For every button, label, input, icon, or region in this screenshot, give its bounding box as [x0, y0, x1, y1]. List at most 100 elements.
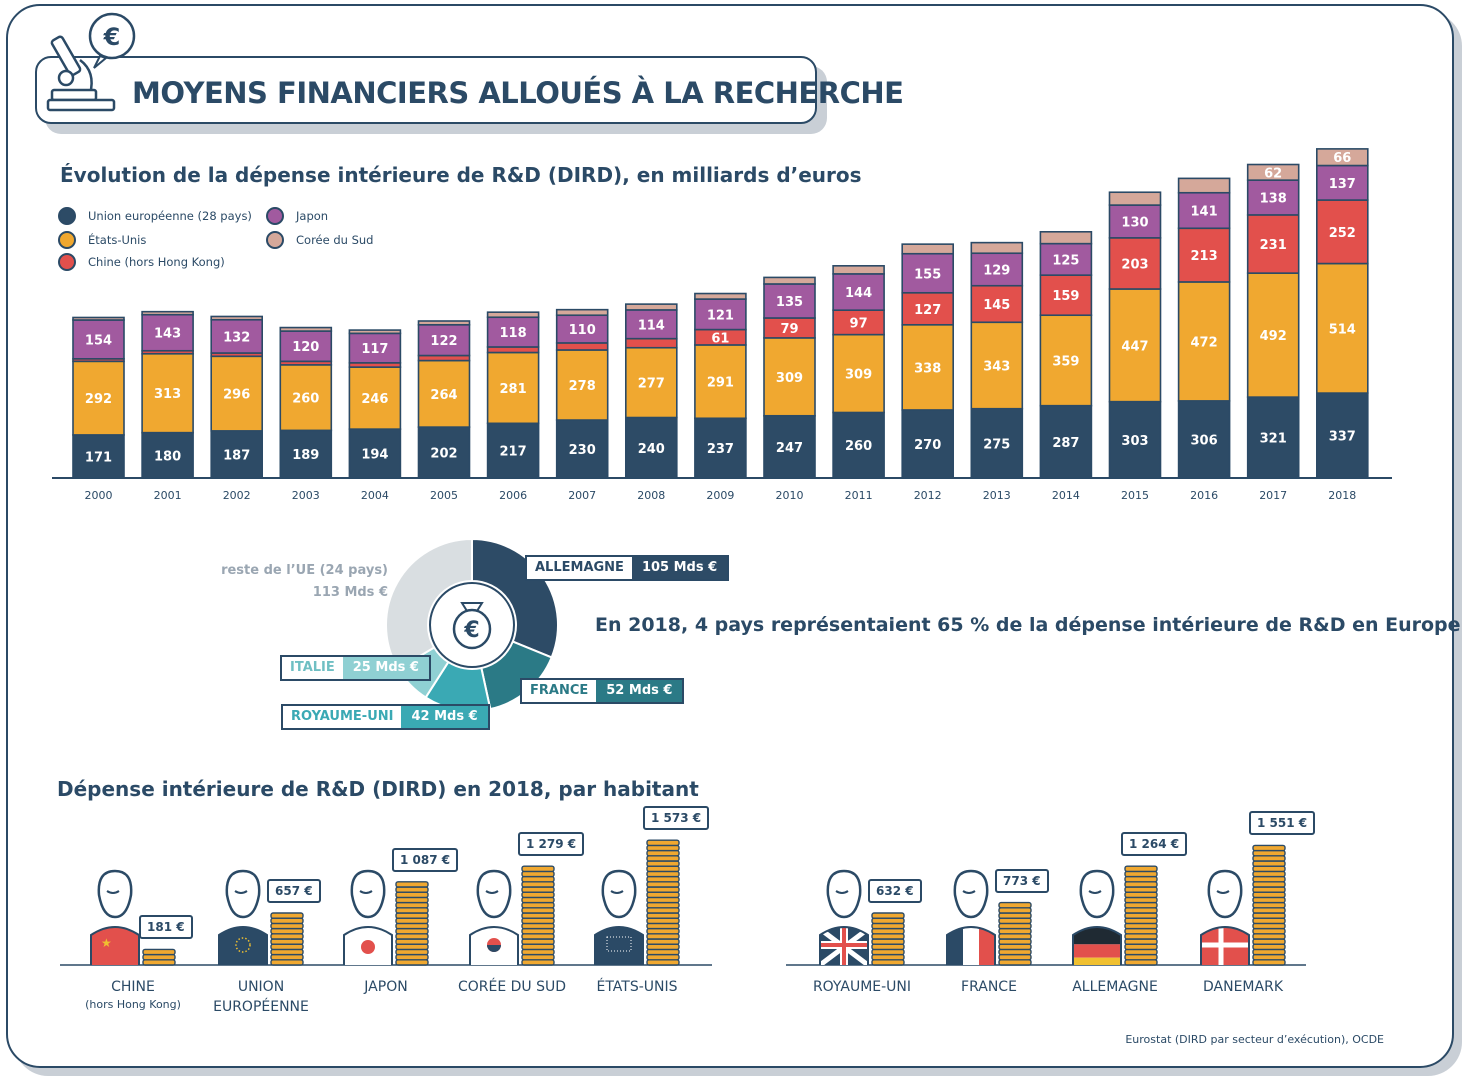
denmark-flag [1201, 927, 1249, 965]
bar-segment-korea [555, 308, 609, 317]
country-label: DANEMARK [1203, 979, 1283, 995]
bar-segment-japan [1177, 191, 1231, 230]
legend-item-korea: Corée du Sud [266, 231, 373, 249]
bar-value-label: 264 [430, 388, 457, 403]
bar-value-label: 171 [85, 450, 112, 465]
x-tick-label: 2003 [292, 489, 320, 502]
x-tick-label: 2017 [1259, 489, 1287, 502]
bar-segment-eu [694, 417, 747, 479]
country-label: JAPON [364, 979, 408, 995]
per-capita-value: 1 279 € [518, 832, 585, 857]
tag-name-italy: ITALIE [282, 657, 343, 679]
bar-segment-korea [763, 276, 816, 285]
person-icon [1200, 869, 1250, 965]
bar-value-label: 291 [707, 376, 734, 391]
bar-value-label: 138 [1260, 192, 1287, 207]
bar-value-label: 217 [500, 445, 527, 460]
bar-value-label: 338 [914, 361, 941, 376]
bar-value-label: 309 [776, 371, 803, 386]
bar-segment-us [1246, 272, 1300, 398]
bar-segment-korea [624, 303, 678, 311]
bar-segment-eu [72, 434, 125, 479]
bar-value-label: 337 [1329, 430, 1356, 445]
bar-value-label: 359 [1052, 354, 1079, 369]
slice-label-rest: reste de l’UE (24 pays) 113 Mds € [200, 560, 388, 604]
bar-value-label: 62 [1264, 166, 1282, 181]
coin-stack [142, 948, 176, 966]
bar-segment-korea [1316, 148, 1369, 167]
bar-segment-china [1177, 227, 1231, 283]
france-flag [947, 927, 995, 965]
country-label: ALLEMAGNE [1072, 979, 1158, 995]
eu-flag [219, 927, 267, 965]
bar-segment-korea [486, 311, 540, 319]
legend-label-china: Chine (hors Hong Kong) [88, 255, 225, 269]
bar-value-label: 492 [1260, 329, 1287, 344]
bar-value-label: 187 [223, 448, 250, 463]
bar-segment-eu [417, 426, 471, 479]
coin-stack [1124, 865, 1158, 966]
bar-segment-us [1316, 262, 1369, 394]
bar-value-label: 514 [1329, 322, 1356, 337]
bar-value-label: 247 [776, 441, 803, 456]
tag-value-italy: 25 Mds € [342, 657, 429, 679]
bar-value-label: 270 [914, 438, 941, 453]
bar-segment-eu [901, 409, 955, 479]
bar-segment-japan [555, 314, 609, 344]
coin-stack [395, 881, 429, 966]
person-icon [819, 869, 869, 965]
money-bag-euro-icon: € [429, 582, 515, 668]
bar-segment-us [486, 351, 540, 425]
bar-segment-eu [832, 411, 885, 479]
bar-segment-korea [210, 315, 263, 321]
bar-value-label: 309 [845, 368, 872, 383]
bar-value-label: 121 [707, 308, 734, 323]
bar-segment-us [763, 337, 816, 417]
bar-segment-japan [970, 252, 1024, 287]
bar-value-label: 110 [569, 323, 596, 338]
bar-value-label: 303 [1121, 434, 1148, 449]
x-tick-label: 2008 [637, 489, 665, 502]
bar-value-label: 66 [1333, 151, 1351, 166]
per-capita-value: 181 € [139, 915, 193, 940]
bar-value-label: 145 [983, 298, 1010, 313]
bar-value-label: 135 [776, 295, 803, 310]
bar-segment-korea [901, 243, 955, 255]
bar-segment-japan [279, 330, 333, 363]
bar-value-label: 143 [154, 327, 181, 342]
bar-segment-china [1246, 214, 1300, 274]
bar-segment-korea [1039, 230, 1093, 245]
tag-value-germany: 105 Mds € [631, 557, 728, 579]
page-title: MOYENS FINANCIERS ALLOUÉS À LA RECHERCHE [132, 76, 904, 110]
legend-label-korea: Corée du Sud [296, 233, 374, 247]
bar-segment-japan [210, 318, 263, 354]
person-icon [469, 869, 519, 965]
bar-value-label: 306 [1191, 433, 1218, 448]
bar-segment-eu [763, 414, 816, 479]
bar-value-label: 125 [1052, 253, 1079, 268]
x-tick-label: 2014 [1052, 489, 1080, 502]
bar-segment-korea [417, 320, 471, 326]
bar-segment-us [72, 360, 125, 436]
slice-tag-italy: ITALIE 25 Mds € [280, 655, 431, 681]
tag-value-uk: 42 Mds € [401, 706, 488, 728]
bar-segment-china [1316, 199, 1369, 265]
legend-label-eu: Union européenne (28 pays) [88, 209, 252, 223]
bar-value-label: 159 [1052, 289, 1079, 304]
bar-value-label: 321 [1260, 432, 1287, 447]
coin-stack [521, 865, 555, 966]
per-capita-value: 657 € [267, 879, 321, 903]
bar-segment-us [694, 344, 747, 420]
chart-title: Évolution de la dépense intérieure de R&… [60, 163, 862, 187]
japan-flag [344, 927, 392, 965]
per-capita-value: 1 087 € [392, 847, 459, 872]
bar-segment-eu [1177, 400, 1231, 479]
per-capita-value: 1 573 € [643, 806, 710, 831]
x-tick-label: 2001 [154, 489, 182, 502]
bar-value-label: 277 [638, 377, 665, 392]
donut-slice-rest [385, 537, 473, 671]
bar-segment-china [1108, 237, 1162, 290]
bar-value-label: 296 [223, 388, 250, 403]
bar-value-label: 240 [638, 442, 665, 457]
donut-chart: € [385, 537, 559, 712]
